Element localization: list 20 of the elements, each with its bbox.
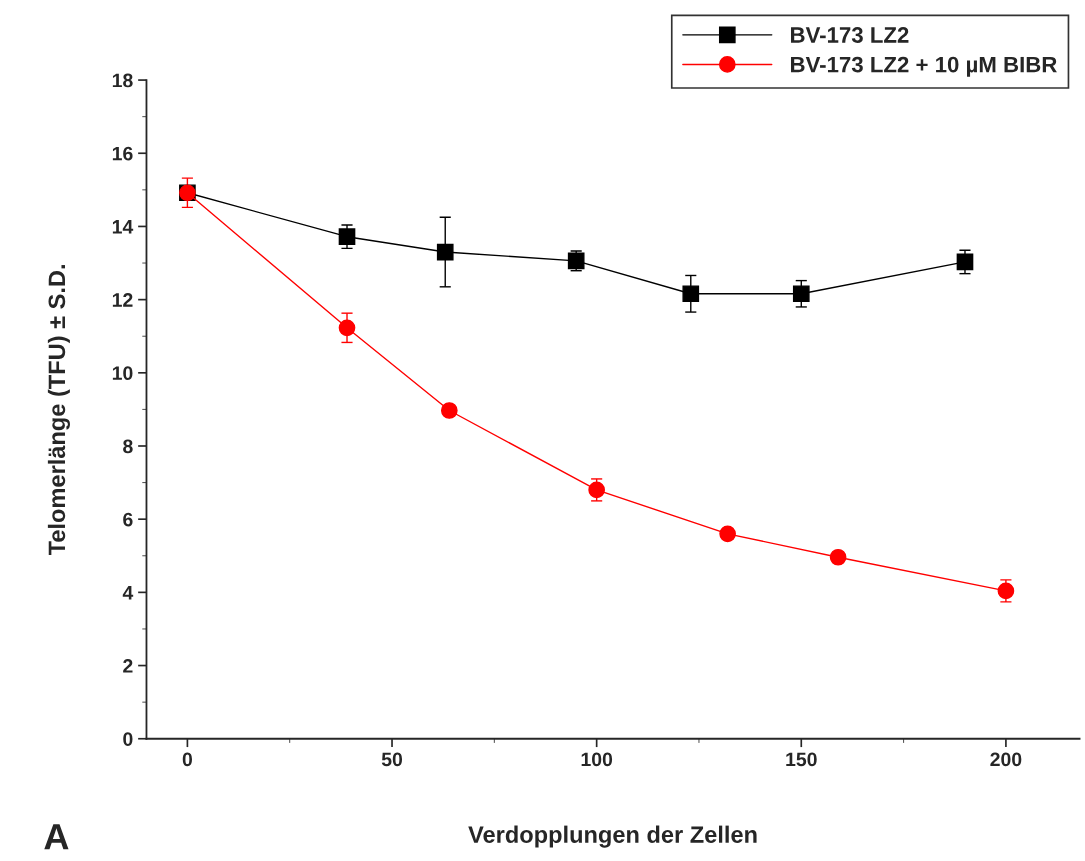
y-tick-label: 8: [123, 439, 133, 454]
y-tick-label: 2: [123, 659, 133, 673]
y-tick-label: 12: [112, 293, 133, 307]
y-tick-label: 18: [112, 73, 133, 88]
y-tick-label: 10: [112, 366, 133, 381]
legend-label: BV-173 LZ2 + 10 µM BIBR: [791, 56, 1057, 77]
x-tick-label: 150: [786, 752, 817, 767]
y-tick-label: 14: [112, 220, 134, 234]
y-tick-label: 6: [123, 512, 133, 527]
y-tick-label: 0: [123, 732, 133, 746]
y-tick-label: 4: [122, 586, 134, 600]
y-tick-label: 16: [112, 146, 133, 161]
x-tick-label: 200: [990, 752, 1022, 767]
x-tick-label: 50: [381, 752, 403, 767]
legend-label: BV-173 LZ2: [791, 27, 909, 43]
text: A: [44, 824, 69, 850]
x-tick-label: 0: [182, 752, 193, 767]
y-axis-title: Telomerlänge (TFU) ± S.D.: [47, 265, 70, 556]
x-axis-title: Verdopplungen der Zellen: [468, 825, 757, 848]
x-tick-label: 100: [581, 752, 613, 767]
